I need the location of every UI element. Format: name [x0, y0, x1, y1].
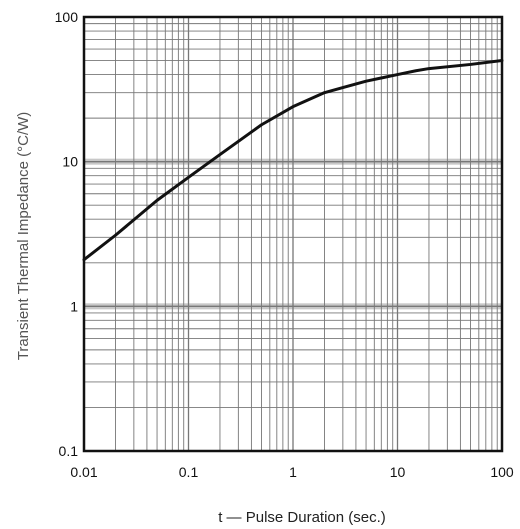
- x-tick-label: 10: [390, 464, 406, 480]
- plot-frame: [82, 15, 504, 453]
- x-tick-label: 100: [490, 464, 514, 480]
- y-tick-label: 100: [55, 9, 79, 25]
- frame-layer: [82, 15, 504, 453]
- grid-layer: [84, 17, 502, 451]
- series-line: [82, 59, 504, 262]
- x-axis-title: t — Pulse Duration (sec.): [218, 509, 386, 526]
- y-tick-label: 1: [70, 298, 78, 314]
- y-tick-labels: 0.1 1 10 100: [55, 9, 79, 459]
- series-layer: [82, 59, 504, 262]
- x-tick-label: 0.1: [179, 464, 199, 480]
- y-axis-title: Transient Thermal Impedance (°C/W): [15, 112, 32, 361]
- x-tick-labels: 0.01 0.1 1 10 100: [70, 464, 514, 480]
- y-tick-label: 10: [62, 154, 78, 170]
- x-tick-label: 1: [289, 464, 297, 480]
- y-tick-label: 0.1: [59, 443, 79, 459]
- x-tick-label: 0.01: [70, 464, 97, 480]
